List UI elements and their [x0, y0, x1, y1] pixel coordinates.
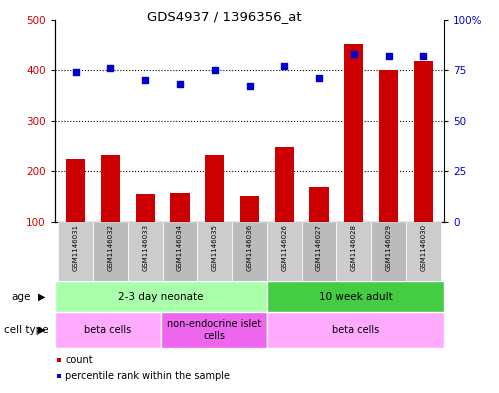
Text: non-endocrine islet
cells: non-endocrine islet cells [167, 320, 261, 341]
Text: GSM1146032: GSM1146032 [107, 224, 113, 271]
Point [280, 63, 288, 69]
Bar [161, 312, 267, 348]
Bar [371, 222, 406, 281]
Bar [344, 44, 363, 222]
Point [176, 81, 184, 88]
Text: ▶: ▶ [37, 292, 45, 302]
Text: cell type: cell type [4, 325, 48, 335]
Bar [55, 312, 161, 348]
Text: count: count [65, 354, 93, 365]
Bar [66, 159, 85, 222]
Point [72, 69, 80, 75]
Bar [309, 187, 328, 222]
Bar [274, 147, 294, 222]
Bar [301, 222, 336, 281]
Point [141, 77, 149, 84]
Bar [101, 155, 120, 222]
Point [211, 67, 219, 73]
Text: 2-3 day neonate: 2-3 day neonate [118, 292, 204, 302]
Text: GSM1146030: GSM1146030 [420, 224, 426, 271]
Bar [58, 222, 93, 281]
Bar [128, 222, 163, 281]
Text: percentile rank within the sample: percentile rank within the sample [65, 371, 231, 381]
Text: ▶: ▶ [37, 325, 45, 335]
Bar [163, 222, 198, 281]
Text: beta cells: beta cells [332, 325, 379, 335]
Bar [414, 61, 433, 222]
Bar [406, 222, 441, 281]
Text: GSM1146031: GSM1146031 [73, 224, 79, 271]
Text: GSM1146026: GSM1146026 [281, 224, 287, 271]
Bar [267, 312, 444, 348]
Bar [136, 194, 155, 222]
Text: GSM1146034: GSM1146034 [177, 224, 183, 271]
Bar [55, 281, 267, 312]
Text: GSM1146028: GSM1146028 [351, 224, 357, 271]
Text: GSM1146033: GSM1146033 [142, 224, 148, 271]
Bar [379, 70, 398, 222]
Text: GSM1146027: GSM1146027 [316, 224, 322, 271]
Point [385, 53, 393, 59]
Bar [232, 222, 267, 281]
Text: age: age [11, 292, 30, 302]
Point [315, 75, 323, 81]
Point [419, 53, 427, 59]
Bar [171, 193, 190, 222]
Text: GSM1146029: GSM1146029 [386, 224, 392, 271]
Text: GDS4937 / 1396356_at: GDS4937 / 1396356_at [147, 10, 302, 23]
Text: GSM1146035: GSM1146035 [212, 224, 218, 271]
Text: GSM1146036: GSM1146036 [247, 224, 252, 271]
Point [246, 83, 253, 90]
Bar [267, 281, 444, 312]
Bar [267, 222, 301, 281]
Bar [198, 222, 232, 281]
Bar [336, 222, 371, 281]
Bar [205, 155, 225, 222]
Text: beta cells: beta cells [84, 325, 132, 335]
Text: 10 week adult: 10 week adult [319, 292, 393, 302]
Bar [240, 196, 259, 222]
Point [350, 51, 358, 57]
Point [106, 65, 114, 72]
Bar [93, 222, 128, 281]
